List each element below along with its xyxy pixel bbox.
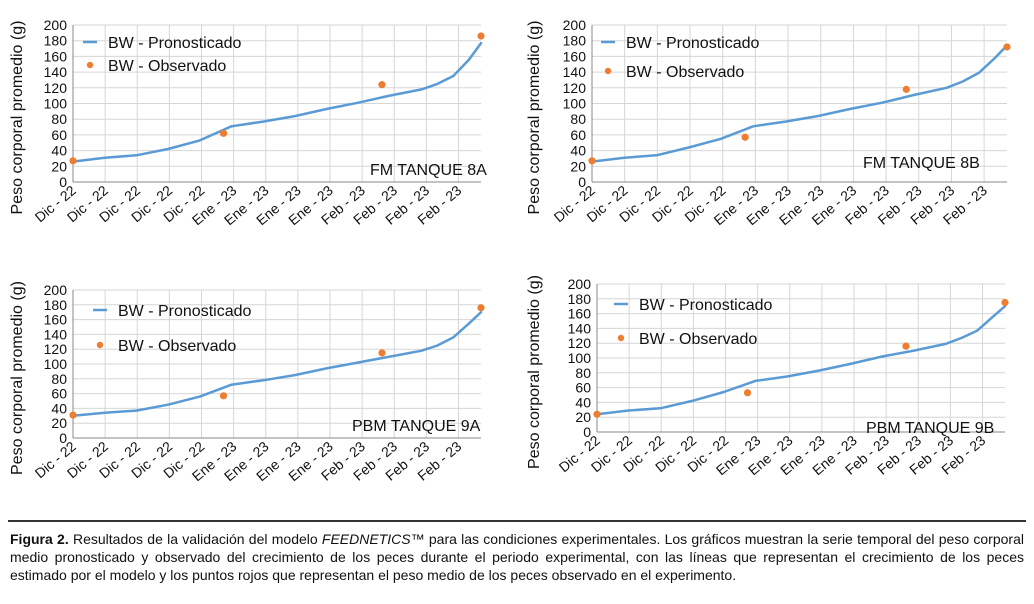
data-point-bw-observado [219,129,228,137]
legend-label-observado: BW - Observado [639,331,757,348]
y-tick-label: 0 [578,174,586,190]
y-tick-label: 180 [563,33,587,49]
series-line-bw-pronosticado [71,41,483,163]
legend-label-observado: BW - Observado [626,64,744,81]
y-tick-label: 200 [568,276,592,292]
y-tick-label: 160 [44,48,68,64]
y-tick-label: 200 [44,282,68,298]
legend-marker-swatch [86,61,94,69]
y-tick-label: 40 [51,143,67,159]
legend-label-observado: BW - Observado [108,58,226,75]
tank-annotation: FM TANQUE 8B [863,155,980,172]
y-tick-label: 80 [575,365,591,381]
series-line-bw-pronosticado [71,310,483,418]
data-point-bw-observado [1001,298,1009,307]
y-tick-label: 20 [575,409,591,425]
y-tick-label: 120 [568,335,592,351]
y-tick-label: 60 [51,127,67,143]
series-line-bw-pronosticado [595,304,1007,416]
legend-label-pronosticado: BW - Pronosticado [118,303,251,320]
y-tick-label: 20 [570,158,586,174]
y-tick-label: 100 [44,96,68,112]
y-axis-label: Peso corporal promedio (g) [526,21,543,215]
legend-label-pronosticado: BW - Pronosticado [639,297,772,314]
y-tick-label: 80 [51,371,67,387]
data-point-bw-observado [378,349,386,357]
y-tick-label: 60 [570,127,586,143]
data-point-bw-observado [477,32,485,40]
y-tick-label: 120 [44,80,68,96]
y-tick-label: 100 [44,356,68,372]
y-tick-label: 40 [51,400,67,416]
y-tick-label: 140 [44,64,68,80]
y-axis-label: Peso corporal promedio (g) [9,21,26,215]
data-point-bw-observado [1003,43,1011,51]
y-tick-label: 180 [568,291,592,307]
legend-marker-swatch [604,67,612,75]
legend-label-observado: BW - Observado [118,338,236,355]
y-tick-label: 140 [44,326,68,342]
y-tick-label: 20 [51,158,67,174]
data-point-bw-observado [741,133,749,141]
caption-text-2: para las condiciones experimentales. Los… [10,531,1024,583]
y-tick-label: 180 [44,297,68,313]
y-tick-label: 180 [44,33,68,49]
y-tick-label: 200 [44,17,68,33]
y-tick-label: 120 [563,80,587,96]
y-tick-label: 140 [563,64,587,80]
y-tick-label: 0 [583,424,591,440]
data-point-bw-observado [593,410,601,418]
legend-marker-swatch [96,341,104,349]
y-tick-label: 160 [563,48,587,64]
caption-separator [8,520,1026,522]
legend-label-pronosticado: BW - Pronosticado [626,35,759,52]
legend-marker-swatch [617,334,625,342]
y-tick-label: 60 [51,386,67,402]
data-point-bw-observado [902,342,910,350]
y-tick-label: 0 [59,174,67,190]
y-tick-label: 200 [563,17,587,33]
data-point-bw-observado [378,81,386,89]
y-tick-label: 100 [563,96,587,112]
tank-annotation: PBM TANQUE 9B [866,420,994,437]
y-tick-label: 0 [59,430,67,446]
series-line-bw-pronosticado [590,44,1009,163]
data-point-bw-observado [219,392,228,400]
y-tick-label: 60 [575,380,591,396]
y-axis-label: Peso corporal promedio (g) [9,281,26,475]
y-tick-label: 40 [575,394,591,410]
y-tick-label: 160 [568,306,592,322]
data-point-bw-observado [902,85,910,93]
tank-annotation: FM TANQUE 8A [370,162,487,179]
y-tick-label: 120 [44,341,68,357]
data-point-bw-observado [69,411,77,419]
tank-annotation: PBM TANQUE 9A [352,418,481,435]
y-tick-label: 20 [51,415,67,431]
y-tick-label: 80 [51,111,67,127]
y-tick-label: 160 [44,312,68,328]
legend-label-pronosticado: BW - Pronosticado [108,35,241,52]
y-axis-label: Peso corporal promedio (g) [526,275,543,469]
caption-text-1: Resultados de la validación del modelo [68,531,322,547]
data-point-bw-observado [477,304,485,312]
figure-caption: Figura 2. Resultados de la validación de… [10,530,1024,584]
data-point-bw-observado [588,157,596,165]
y-tick-label: 40 [570,143,586,159]
y-tick-label: 80 [570,111,586,127]
caption-label: Figura 2. [10,531,69,547]
caption-model-name: FEEDNETICS™ [321,531,425,547]
data-point-bw-observado [743,389,752,397]
y-tick-label: 100 [568,350,592,366]
y-tick-label: 140 [568,320,592,336]
data-point-bw-observado [69,157,77,165]
